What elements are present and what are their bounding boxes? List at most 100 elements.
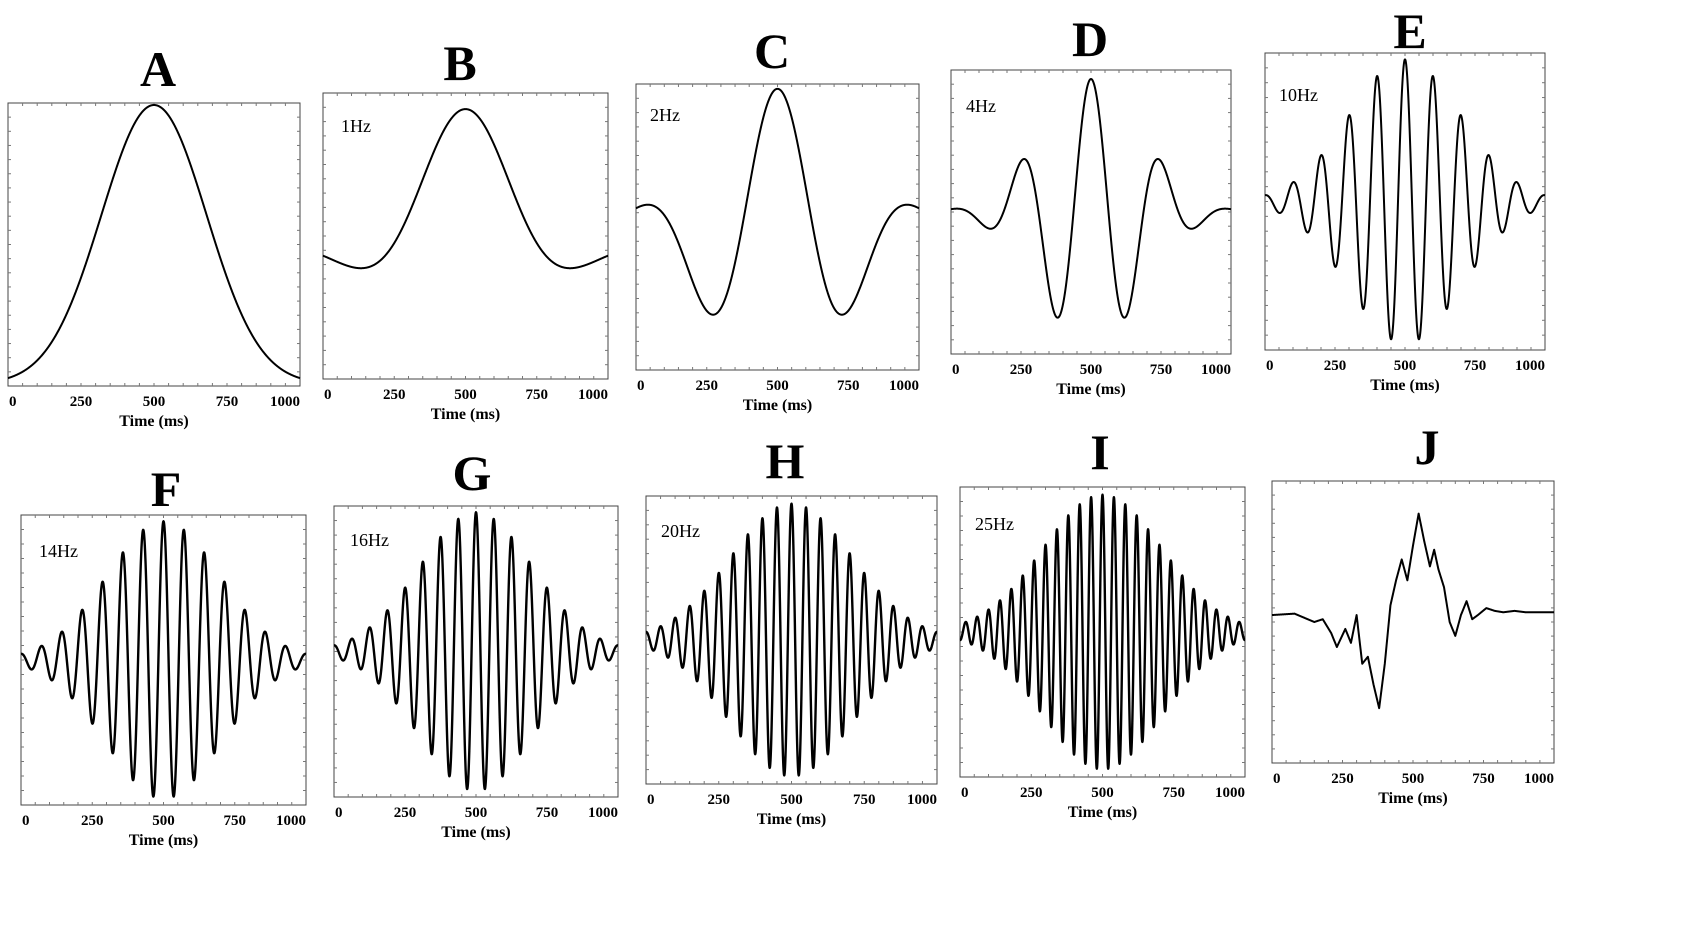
x-tick-label: 750 — [216, 394, 239, 410]
x-tick-label: 250 — [394, 805, 417, 821]
x-tick-label: 1000 — [588, 805, 618, 821]
frame-ticks — [1265, 53, 1545, 350]
x-tick-label: 500 — [143, 394, 166, 410]
waveform-line — [959, 493, 1246, 770]
frequency-label: 2Hz — [650, 105, 680, 125]
panel-letter: D — [1072, 11, 1108, 67]
frame-ticks — [323, 93, 608, 379]
x-axis-label: Time (ms) — [441, 824, 510, 841]
x-tick-label: 0 — [1266, 358, 1274, 374]
x-tick-label: 750 — [224, 813, 247, 829]
x-axis-label: Time (ms) — [757, 811, 826, 828]
x-tick-label: 250 — [1010, 362, 1033, 378]
x-axis-label: Time (ms) — [1378, 790, 1447, 807]
x-tick-label: 500 — [766, 378, 789, 394]
frequency-label: 25Hz — [975, 514, 1014, 534]
panel-j: J 0 250 500 750 1000 Time (ms) — [1271, 419, 1555, 807]
frequency-label: 20Hz — [661, 521, 700, 541]
panel-letter: C — [754, 23, 790, 79]
waveform-line — [1271, 512, 1555, 710]
frame-ticks — [21, 515, 306, 805]
waveform-line — [635, 87, 920, 316]
x-tick-label: 250 — [696, 378, 719, 394]
panel-e: E 10Hz 0 250 500 750 1000 Time (ms) — [1264, 3, 1546, 394]
panel-a: A 0 250 500 750 1000 Time (ms) — [7, 41, 301, 430]
plot-frame — [635, 83, 920, 371]
x-tick-label: 0 — [9, 394, 17, 410]
x-tick-label: 0 — [324, 387, 332, 403]
x-tick-label: 500 — [780, 792, 803, 808]
x-tick-label: 0 — [1273, 771, 1281, 787]
waveform-line — [20, 520, 307, 798]
frequency-label: 1Hz — [341, 116, 371, 136]
x-tick-label: 1000 — [1201, 362, 1231, 378]
waveform-line — [950, 78, 1232, 319]
x-tick-label: 500 — [1394, 358, 1417, 374]
x-tick-label: 750 — [853, 792, 876, 808]
x-tick-label: 250 — [383, 387, 406, 403]
x-tick-label: 250 — [708, 792, 731, 808]
panel-i: I 25Hz 0 250 500 750 1000 Time (ms) — [959, 424, 1246, 821]
waveform-line — [322, 108, 609, 270]
panel-g: G 16Hz 0 250 500 750 1000 Time (ms) — [333, 445, 619, 841]
x-tick-label: 0 — [335, 805, 343, 821]
frequency-label: 4Hz — [966, 96, 996, 116]
panel-letter: B — [443, 35, 476, 91]
panel-letter: A — [140, 41, 176, 97]
x-tick-label: 0 — [22, 813, 30, 829]
x-axis-label: Time (ms) — [1068, 804, 1137, 821]
waveform-line — [1264, 58, 1546, 341]
panel-letter: I — [1090, 424, 1109, 480]
x-tick-label: 500 — [152, 813, 175, 829]
x-tick-label: 1000 — [907, 792, 937, 808]
x-tick-label: 0 — [637, 378, 645, 394]
x-tick-label: 250 — [81, 813, 104, 829]
x-tick-label: 750 — [536, 805, 559, 821]
waveform-line — [333, 511, 619, 791]
panel-letter: J — [1415, 419, 1440, 475]
x-tick-label: 0 — [647, 792, 655, 808]
x-tick-label: 1000 — [1524, 771, 1554, 787]
panel-f: F 14Hz 0 250 500 750 1000 Time (ms) — [20, 461, 307, 849]
panel-h: H 20Hz 0 250 500 750 1000 Time (ms) — [645, 433, 938, 828]
frequency-label: 16Hz — [350, 530, 389, 550]
x-axis-label: Time (ms) — [119, 413, 188, 430]
frame-ticks — [8, 103, 300, 386]
x-tick-label: 1000 — [1215, 785, 1245, 801]
x-tick-label: 750 — [1163, 785, 1186, 801]
x-tick-label: 250 — [1020, 785, 1043, 801]
x-tick-label: 1000 — [276, 813, 306, 829]
x-tick-label: 750 — [526, 387, 549, 403]
frequency-label: 14Hz — [39, 541, 78, 561]
x-tick-label: 500 — [1402, 771, 1425, 787]
panel-letter: G — [453, 445, 492, 501]
frame-ticks — [951, 70, 1231, 354]
waveform-line — [7, 104, 301, 380]
x-tick-label: 250 — [70, 394, 93, 410]
x-axis-label: Time (ms) — [431, 406, 500, 423]
x-tick-label: 250 — [1324, 358, 1347, 374]
frame-ticks — [960, 487, 1245, 777]
x-tick-label: 500 — [454, 387, 477, 403]
panel-letter: E — [1393, 3, 1426, 59]
frame-ticks — [636, 84, 919, 370]
x-tick-label: 750 — [1150, 362, 1173, 378]
x-axis-label: Time (ms) — [743, 397, 812, 414]
x-axis-label: Time (ms) — [1056, 381, 1125, 398]
x-tick-label: 1000 — [1515, 358, 1545, 374]
panel-d: D 4Hz 0 250 500 750 1000 Time (ms) — [950, 11, 1232, 398]
x-tick-label: 1000 — [889, 378, 919, 394]
x-tick-label: 0 — [961, 785, 969, 801]
panel-letter: F — [151, 461, 182, 517]
panel-letter: H — [766, 433, 805, 489]
panel-b: B 1Hz 0 250 500 750 1000 Time (ms) — [322, 35, 609, 423]
x-tick-label: 500 — [1080, 362, 1103, 378]
x-tick-label: 0 — [952, 362, 960, 378]
x-axis-label: Time (ms) — [1370, 377, 1439, 394]
frame-ticks — [334, 506, 618, 797]
x-axis-label: Time (ms) — [129, 832, 198, 849]
frame-ticks — [1272, 481, 1554, 763]
x-tick-label: 500 — [1091, 785, 1114, 801]
x-tick-label: 750 — [1472, 771, 1495, 787]
